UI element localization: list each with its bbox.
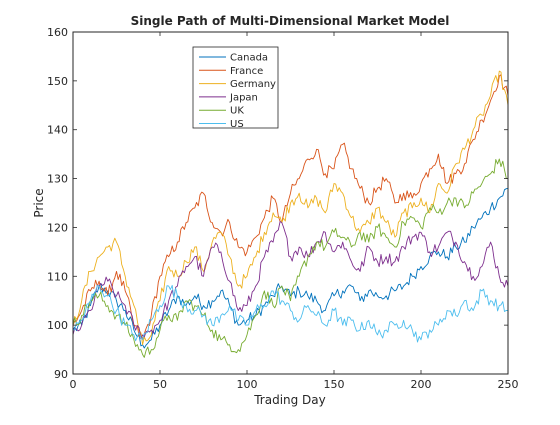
y-tick-label: 130 [47, 173, 68, 186]
series-line-uk [72, 158, 509, 358]
y-tick-label: 140 [47, 124, 68, 137]
series-layer [72, 70, 509, 358]
y-tick-label: 90 [54, 368, 68, 381]
legend-label-france: France [230, 66, 263, 77]
x-tick-label: 100 [237, 378, 258, 391]
y-tick-label: 150 [47, 75, 68, 88]
x-axis-label: Trading Day [253, 393, 326, 407]
series-line-us [72, 284, 509, 343]
y-tick-label: 100 [47, 319, 68, 332]
x-axis: 0 50 100 150 200 250 [70, 32, 519, 391]
legend-label-us: US [230, 119, 244, 130]
legend-box [192, 46, 279, 129]
legend-label-germany: Germany [230, 79, 276, 90]
y-tick-label: 160 [47, 26, 68, 39]
series-line-germany [72, 70, 509, 346]
x-tick-label: 50 [153, 378, 167, 391]
series-line-france [72, 74, 509, 341]
axes-box [72, 31, 509, 375]
y-tick-label: 120 [47, 221, 68, 234]
x-tick-label: 150 [324, 378, 345, 391]
legend: Canada France Germany Japan UK US [192, 46, 279, 130]
y-axis: 90 100 110 120 130 140 150 160 [47, 26, 508, 381]
legend-label-japan: Japan [229, 92, 258, 103]
x-tick-label: 250 [498, 378, 519, 391]
y-axis-label: Price [32, 188, 46, 217]
chart-title: Single Path of Multi-Dimensional Market … [131, 14, 450, 28]
series-line-canada [72, 187, 509, 349]
legend-label-canada: Canada [230, 53, 268, 64]
legend-label-uk: UK [230, 106, 244, 117]
x-tick-label: 0 [70, 378, 77, 391]
y-tick-label: 110 [47, 270, 68, 283]
x-tick-label: 200 [411, 378, 432, 391]
